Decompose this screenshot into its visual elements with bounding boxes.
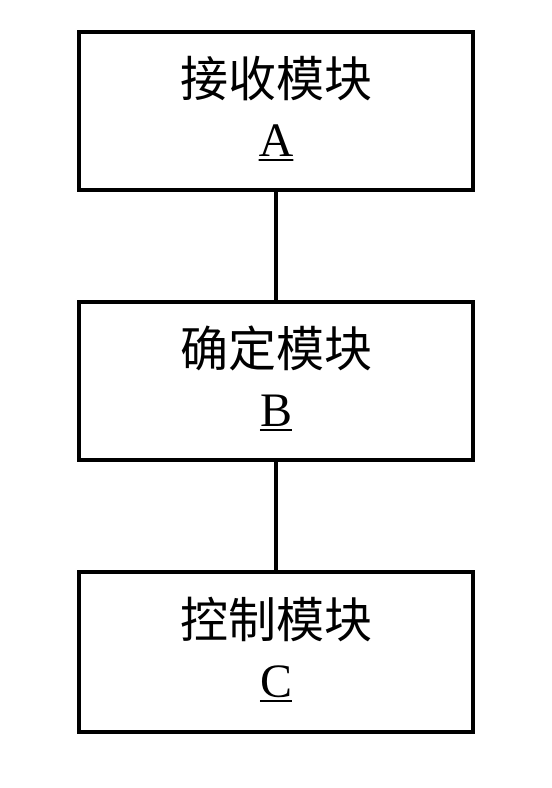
node-c-title: 控制模块 (180, 593, 372, 651)
node-b-title: 确定模块 (180, 322, 372, 380)
connector-a-b (274, 192, 278, 300)
flowchart-node-b: 确定模块 B (77, 300, 475, 462)
flowchart-node-c: 控制模块 C (77, 570, 475, 734)
node-c-letter: C (260, 653, 292, 711)
node-a-letter: A (259, 112, 294, 170)
flowchart-node-a: 接收模块 A (77, 30, 475, 192)
node-a-title: 接收模块 (180, 52, 372, 110)
flowchart-container: 接收模块 A 确定模块 B 控制模块 C (77, 30, 475, 734)
node-b-letter: B (260, 382, 292, 440)
connector-b-c (274, 462, 278, 570)
